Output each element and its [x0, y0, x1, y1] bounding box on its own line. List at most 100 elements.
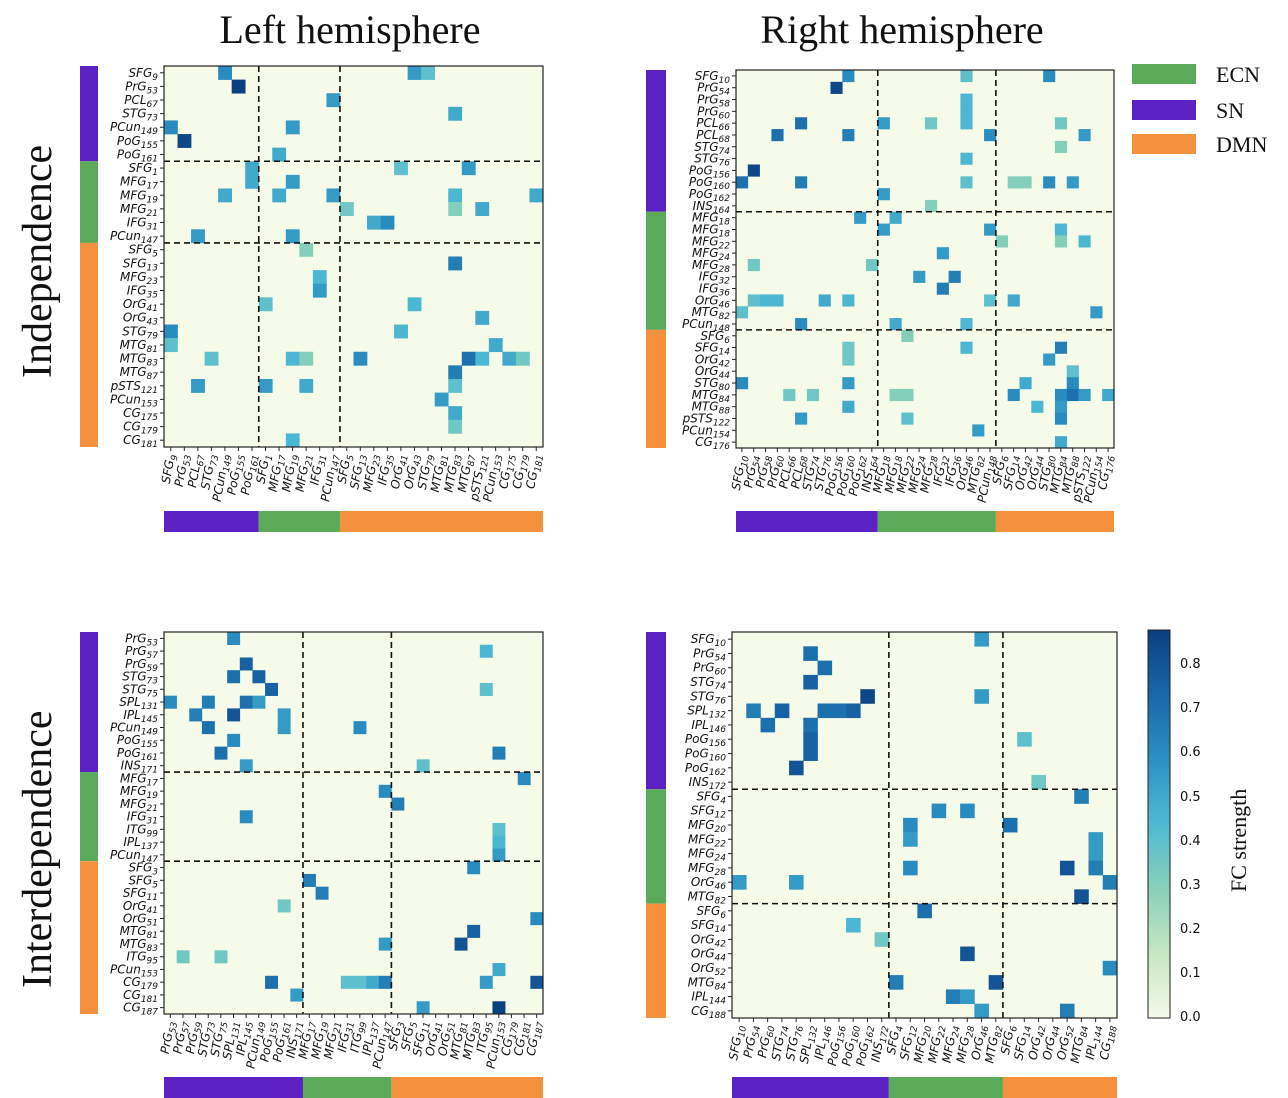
axis-tick-label: MTG82	[965, 454, 988, 495]
heatmap-cell	[176, 950, 190, 964]
axis-tick-label: PoG161	[117, 746, 158, 763]
heatmap-cell	[475, 351, 490, 366]
group-bar-vertical-ecn	[646, 211, 666, 330]
axis-tick-label: STG73	[122, 670, 158, 687]
heatmap-cell	[416, 1001, 430, 1015]
axis-tick-label: PCun153	[110, 392, 158, 409]
axis-tick-label: CG188	[691, 1004, 726, 1021]
group-bar-vertical-sn	[80, 66, 98, 162]
heatmap-cell	[732, 875, 747, 890]
group-bar-horizontal-sn	[164, 1077, 303, 1098]
axis-tick-label: PoG156	[685, 732, 726, 749]
heatmap-cell	[252, 695, 266, 709]
axis-tick-label: pSTS122	[1069, 454, 1094, 505]
axis-tick-label: MFG28	[954, 1024, 977, 1065]
heatmap-cell	[1078, 235, 1091, 248]
axis-tick-label: PCun149	[110, 721, 158, 738]
heatmap-cell	[290, 988, 304, 1002]
heatmap-cell	[803, 674, 818, 690]
axis-tick-label: IFG36	[699, 282, 730, 299]
axis-tick-label: PCun149	[110, 120, 158, 137]
heatmap-cell	[903, 832, 918, 847]
heatmap-cell	[1078, 129, 1091, 142]
axis-tick-label: PCL67	[124, 93, 158, 110]
heatmap-cell	[960, 946, 975, 962]
heatmap-cell	[1088, 832, 1104, 847]
heatmap-cell	[378, 784, 392, 798]
axis-tick-label: ITG95	[126, 950, 158, 967]
heatmap-cell	[475, 202, 490, 216]
heatmap-cell	[227, 632, 241, 646]
right-hemisphere-title: Right hemisphere	[760, 7, 1044, 52]
axis-tick-label: SFG1	[254, 453, 276, 485]
heatmap-cell	[448, 106, 463, 121]
heatmap-cell	[434, 392, 449, 407]
heatmap-cell	[760, 717, 776, 733]
heatmap-cell	[285, 174, 300, 189]
heatmap-cell	[204, 351, 219, 366]
heatmap-cell	[492, 835, 506, 849]
heatmap-cell	[771, 129, 784, 142]
heatmap-cell	[960, 152, 973, 165]
axis-tick-label: IFG31	[127, 810, 158, 827]
axis-tick-label: MTG83	[120, 937, 159, 954]
heatmap-background	[164, 66, 543, 447]
heatmap-cell	[1054, 117, 1068, 130]
heatmap-cell	[795, 412, 808, 425]
heatmap-cell	[479, 644, 493, 658]
axis-tick-label: PCun147	[110, 848, 158, 865]
axis-tick-label: INS164	[859, 454, 882, 494]
heatmap-cell	[771, 294, 784, 307]
axis-tick-label: IPL145	[233, 1020, 256, 1057]
heatmap-cell	[299, 242, 314, 257]
axis-tick-label: MFG22	[692, 234, 730, 251]
axis-tick-label: OrG44	[691, 947, 726, 964]
axis-tick-label: SFG12	[691, 804, 727, 821]
axis-tick-label: PCun147	[318, 453, 343, 503]
axis-tick-label: PoG160	[839, 1024, 863, 1068]
axis-tick-label: IPL146	[691, 718, 726, 735]
heatmap-cell	[974, 1003, 989, 1019]
heatmap-cell	[448, 419, 463, 434]
axis-tick-label: MFG19	[308, 1020, 331, 1061]
heatmap-cell	[925, 117, 938, 130]
heatmap-cell	[252, 670, 266, 684]
axis-tick-label: OrG43	[123, 311, 158, 328]
heatmap-cell	[736, 306, 749, 319]
legend-label-ecn: ECN	[1216, 62, 1260, 87]
axis-tick-label: STG73	[195, 1020, 218, 1058]
axis-tick-label: PCun154	[682, 423, 730, 440]
heatmap-cell	[515, 351, 530, 366]
axis-tick-label: STG74	[800, 454, 823, 492]
axis-tick-label: MFG23	[360, 453, 383, 494]
axis-tick-label: SFG14	[691, 918, 727, 935]
axis-tick-label: SFG3	[128, 861, 158, 878]
heatmap-cell	[1102, 388, 1115, 402]
heatmap-cell	[960, 105, 973, 118]
heatmap-cell	[874, 932, 890, 947]
axis-tick-label: pSTS122	[682, 411, 731, 428]
axis-tick-label: CG181	[123, 433, 158, 450]
heatmap-background	[736, 70, 1114, 448]
heatmap-cell	[201, 695, 215, 709]
heatmap-cell	[913, 270, 926, 283]
heatmap-cell	[191, 229, 205, 244]
axis-tick-label: SFG4	[884, 1024, 906, 1056]
axis-tick-label: PCL66	[776, 454, 799, 490]
axis-tick-label: MFG18	[882, 454, 905, 495]
axis-tick-label: SFG5	[128, 243, 158, 260]
axis-tick-label: MTG88	[692, 400, 731, 417]
group-bar-horizontal-ecn	[258, 511, 340, 532]
axis-tick-label: PCun148	[975, 454, 1000, 504]
axis-tick-label: MTG84	[1047, 454, 1070, 495]
heatmap-cell	[974, 689, 989, 704]
heatmap-cell	[189, 708, 203, 722]
group-bar-vertical-dmn	[646, 329, 666, 449]
heatmap-cell	[925, 199, 938, 213]
group-bar-vertical-sn	[80, 632, 98, 773]
heatmap-cell	[285, 120, 300, 135]
group-bar-horizontal-ecn	[888, 1077, 1003, 1098]
axis-tick-label: SFG3	[386, 1020, 408, 1052]
heatmap-cell	[795, 117, 808, 130]
heatmap-cell	[865, 259, 879, 272]
